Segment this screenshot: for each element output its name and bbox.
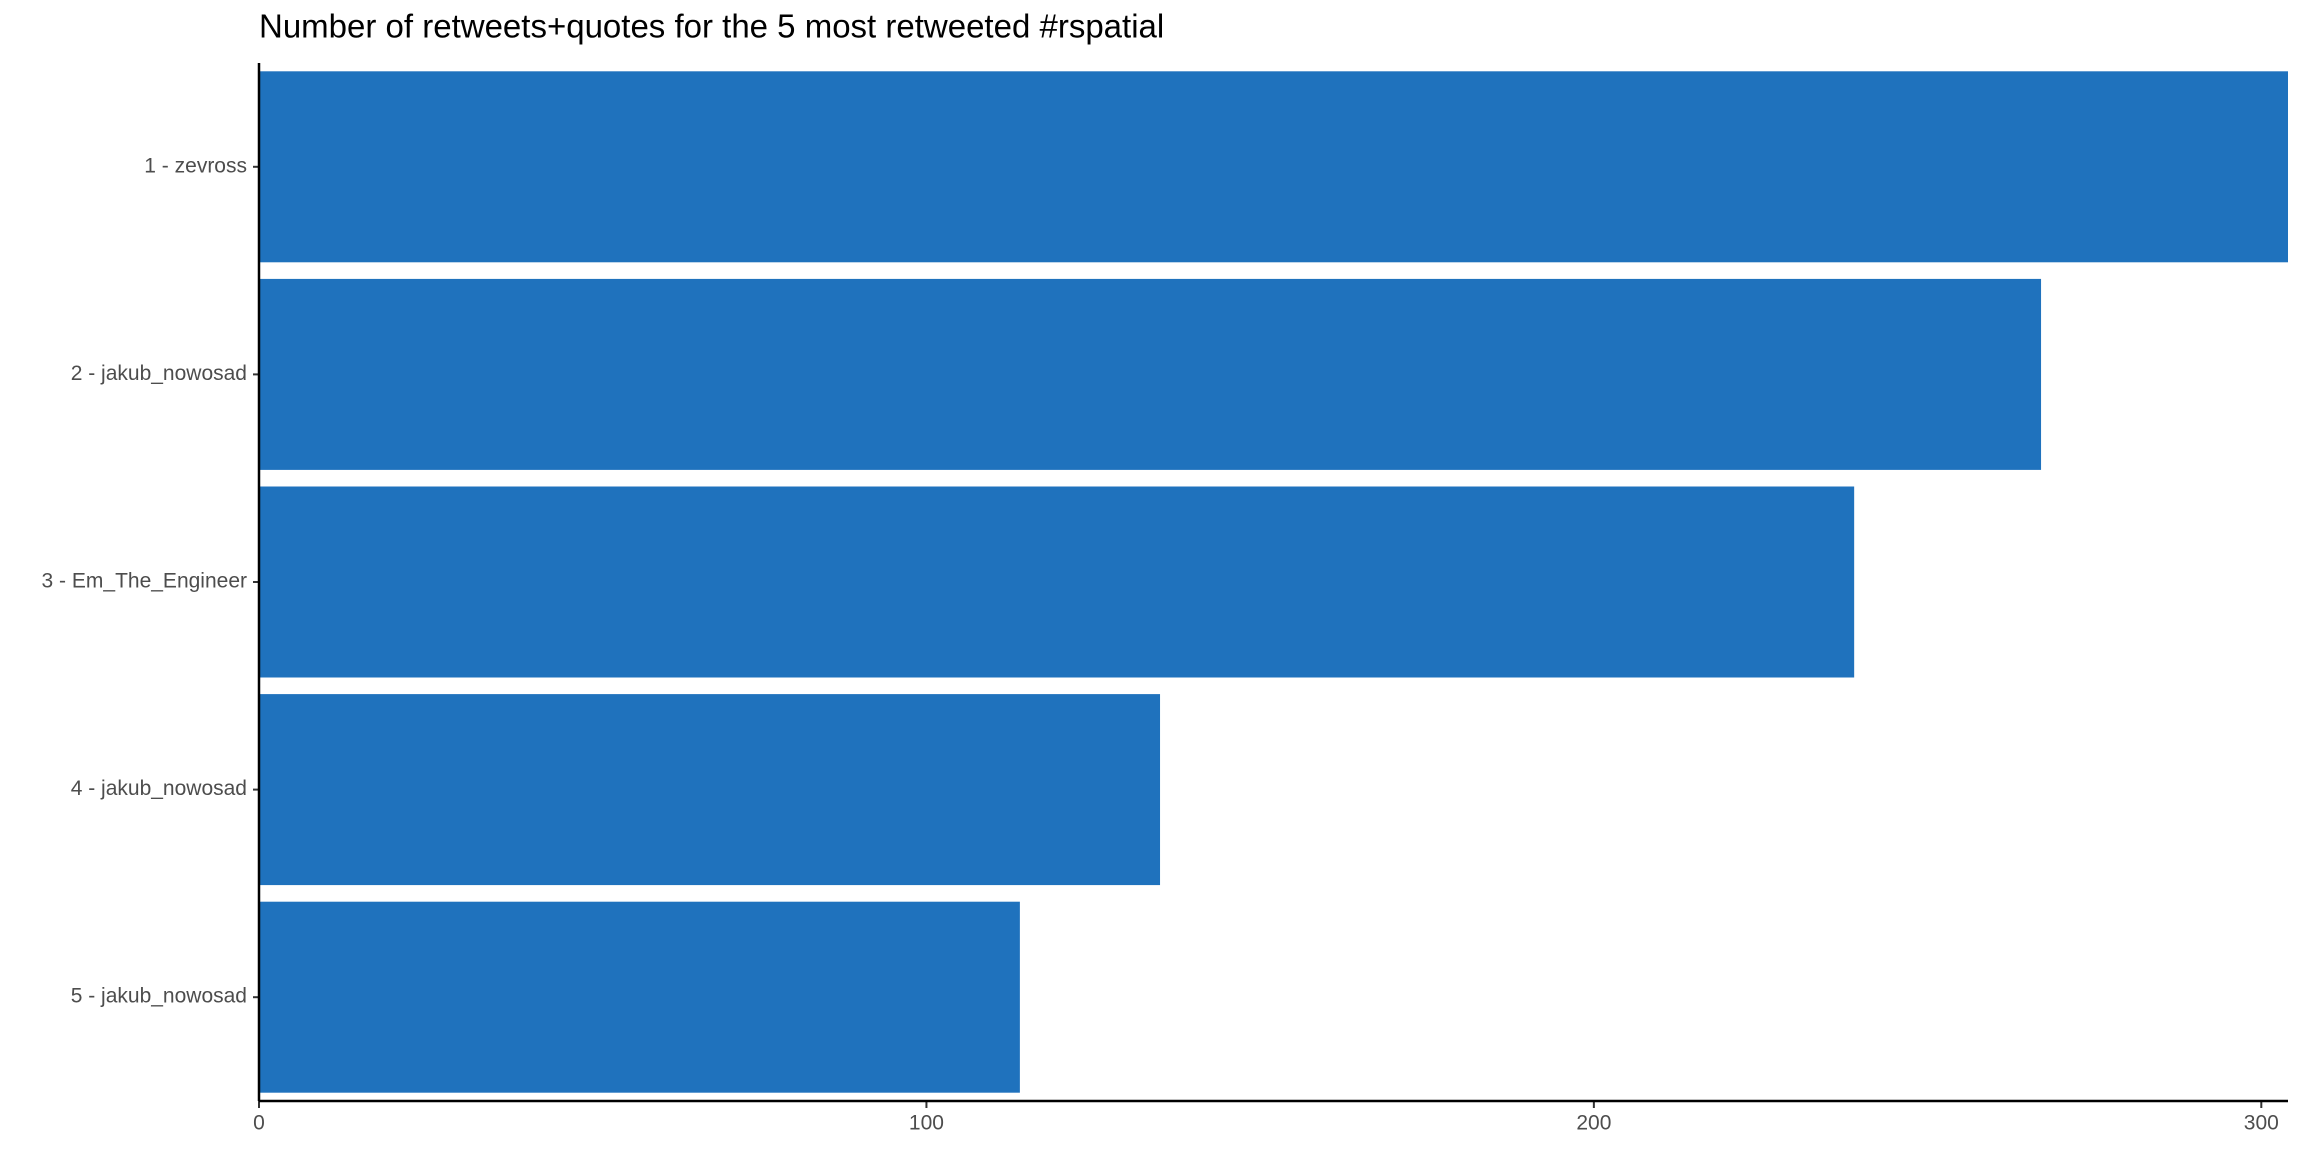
y-tick-label: 2 - jakub_nowosad bbox=[71, 362, 247, 385]
x-tick-label: 0 bbox=[253, 1112, 265, 1135]
bar bbox=[259, 486, 1855, 678]
x-tick-label: 200 bbox=[1576, 1112, 1611, 1135]
chart-title: Number of retweets+quotes for the 5 most… bbox=[259, 8, 1164, 45]
bar bbox=[259, 694, 1161, 886]
y-tick-label: 1 - zevross bbox=[144, 154, 247, 177]
bar bbox=[259, 901, 1020, 1093]
y-tick-label: 4 - jakub_nowosad bbox=[71, 777, 247, 800]
bar bbox=[259, 278, 2042, 470]
bar bbox=[259, 71, 2288, 263]
y-tick-label: 3 - Em_The_Engineer bbox=[42, 570, 247, 593]
y-tick-label: 5 - jakub_nowosad bbox=[71, 985, 247, 1008]
x-tick-label: 300 bbox=[2244, 1112, 2279, 1135]
x-tick-label: 100 bbox=[909, 1112, 944, 1135]
